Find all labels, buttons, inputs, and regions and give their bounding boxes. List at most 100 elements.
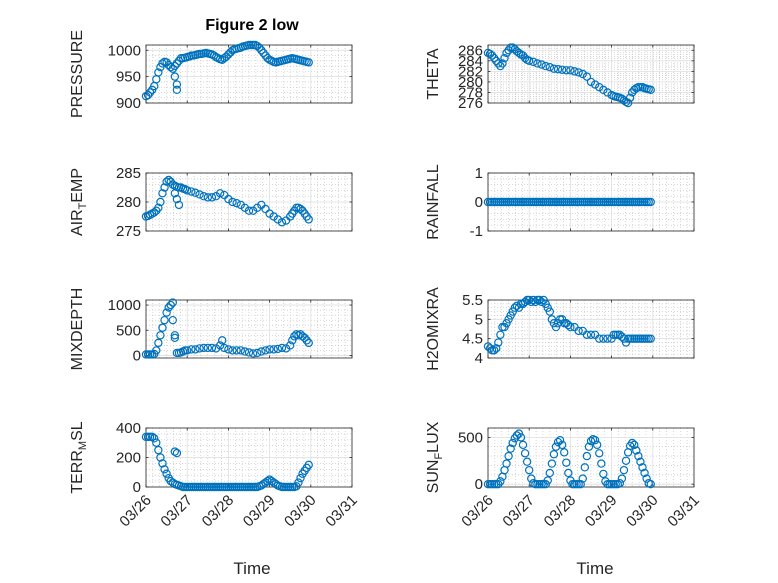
- data-point: [150, 434, 159, 443]
- data-point: [296, 204, 305, 214]
- y-axis-label: MIXDEPTH: [69, 288, 86, 371]
- y-axis-label: H2OMIXRA: [425, 287, 442, 371]
- data-point: [646, 334, 655, 343]
- data-point: [156, 453, 165, 462]
- data-point: [154, 445, 163, 455]
- y-axis-label: RAINFALL: [425, 164, 442, 240]
- series-markers: [483, 295, 655, 355]
- axes-box: [487, 427, 695, 488]
- x-tick-label: 03/30: [281, 492, 320, 531]
- data-point: [215, 189, 225, 198]
- figure-title: Figure 2 low: [205, 17, 299, 34]
- y-tick-label: 500: [458, 429, 483, 446]
- data-point: [154, 338, 163, 348]
- data-point: [537, 60, 546, 69]
- data-point: [168, 315, 177, 325]
- data-point: [518, 440, 528, 450]
- data-point: [166, 300, 175, 310]
- data-point: [576, 479, 585, 489]
- data-point: [522, 457, 532, 466]
- y-tick-label: 282: [458, 63, 483, 80]
- data-point: [574, 68, 583, 77]
- data-point: [586, 436, 596, 446]
- subplot-h2omixra: 4 4.5 5 5.5 H2OMIXRA: [425, 287, 695, 371]
- subplot-terr_msl: 0 200 400 TERRMSL 03/26 03/27 03/28 03/29 03/30 0…: [69, 420, 361, 530]
- data-point: [228, 346, 237, 355]
- data-point: [162, 469, 171, 478]
- data-point: [269, 345, 278, 354]
- data-point: [232, 346, 241, 355]
- data-point: [623, 98, 633, 108]
- data-point: [586, 77, 596, 87]
- data-point: [500, 53, 509, 63]
- data-point: [487, 51, 497, 60]
- subplot-mixdepth: 0 500 1000 MIXDEPTH: [69, 288, 353, 371]
- data-point: [172, 448, 182, 458]
- data-point: [277, 343, 287, 353]
- data-point: [549, 450, 559, 459]
- data-point: [199, 191, 208, 201]
- y-tick-label: 275: [116, 223, 141, 240]
- data-point: [617, 474, 627, 483]
- x-tick-label: 03/28: [199, 492, 238, 531]
- data-point: [549, 64, 559, 73]
- series-markers: [483, 429, 655, 489]
- data-point: [199, 343, 208, 353]
- y-tick-label: 0: [475, 476, 483, 493]
- data-point: [525, 56, 534, 66]
- y-tick-label: 950: [116, 69, 141, 86]
- data-point: [564, 468, 573, 478]
- data-point: [168, 64, 177, 73]
- data-point: [621, 456, 631, 465]
- data-point: [300, 333, 309, 343]
- data-point: [489, 346, 499, 355]
- x-tick-label: 03/27: [499, 492, 538, 531]
- data-point: [512, 431, 522, 440]
- data-point: [172, 194, 182, 204]
- y-tick-label: 0: [133, 347, 141, 364]
- data-point: [182, 186, 192, 195]
- data-point: [143, 90, 153, 100]
- data-point: [595, 334, 604, 343]
- y-tick-label: 5: [475, 311, 483, 328]
- subplot-rainfall: -1 0 1 RAINFALL: [425, 164, 695, 240]
- data-point: [263, 476, 272, 486]
- data-point: [537, 297, 546, 307]
- data-point: [187, 345, 196, 354]
- data-point: [599, 469, 608, 479]
- data-point: [156, 197, 165, 207]
- x-tick-label: 03/26: [458, 492, 497, 531]
- y-axis-label: THETA: [425, 48, 442, 100]
- data-point: [619, 465, 629, 475]
- data-point: [646, 479, 655, 489]
- data-point: [170, 61, 180, 71]
- data-point: [261, 346, 270, 355]
- data-point: [170, 447, 180, 456]
- data-point: [547, 459, 557, 468]
- x-tick-label: 03/30: [623, 492, 662, 531]
- x-tick-label: 03/29: [240, 492, 279, 531]
- series-markers: [141, 175, 313, 227]
- x-tick-label: 03/26: [116, 492, 155, 531]
- data-point: [160, 315, 169, 325]
- data-point: [244, 206, 254, 215]
- y-tick-label: 4.5: [462, 331, 483, 348]
- data-point: [172, 85, 182, 95]
- data-point: [638, 463, 647, 472]
- data-point: [535, 295, 544, 305]
- axes-box: [487, 299, 695, 359]
- x-tick-label: 03/31: [322, 492, 361, 531]
- data-point: [158, 459, 167, 468]
- data-point: [160, 183, 169, 192]
- data-point: [294, 478, 303, 487]
- data-point: [158, 59, 167, 68]
- data-point: [162, 308, 171, 317]
- data-point: [642, 474, 651, 483]
- data-point: [257, 347, 266, 356]
- data-point: [195, 190, 204, 199]
- data-point: [265, 345, 274, 354]
- data-point: [166, 62, 175, 72]
- data-point: [584, 442, 594, 451]
- data-point: [615, 479, 625, 488]
- data-point: [232, 198, 241, 208]
